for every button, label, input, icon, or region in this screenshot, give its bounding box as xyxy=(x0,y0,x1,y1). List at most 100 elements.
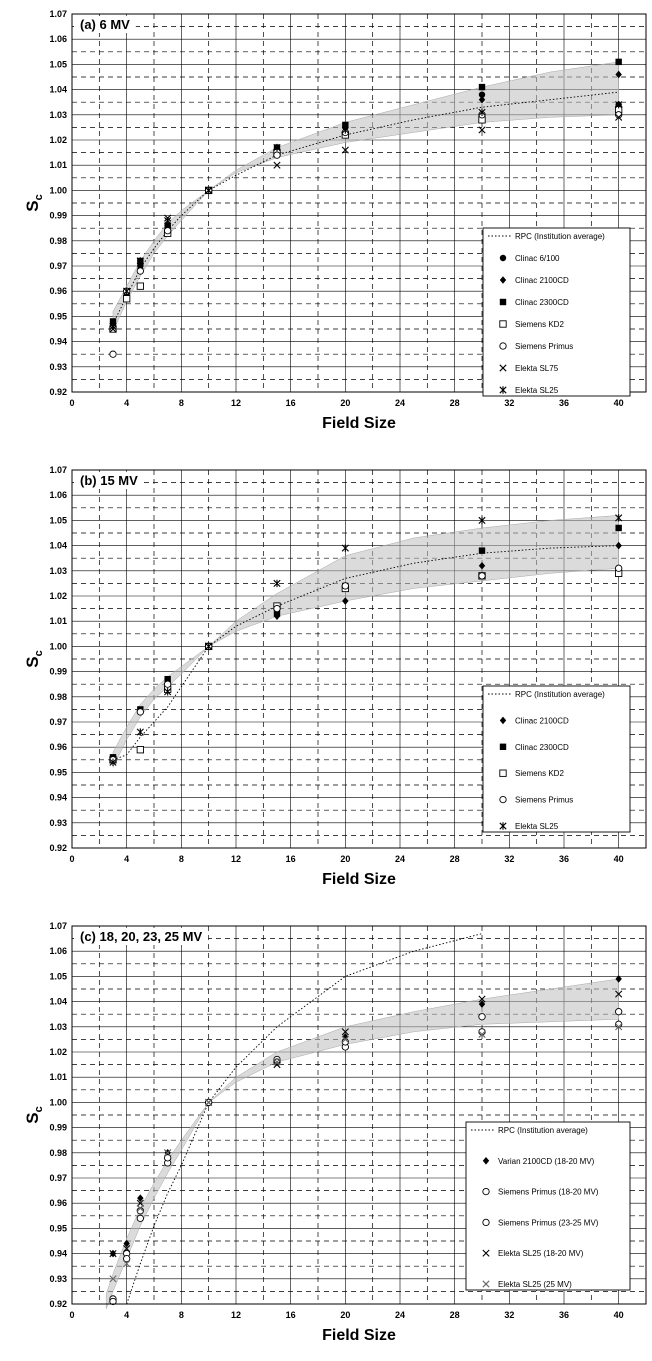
y-tick-label: 1.03 xyxy=(49,110,67,120)
legend-label: Varian 2100CD (18-20 MV) xyxy=(498,1157,595,1166)
y-tick-label: 1.03 xyxy=(49,1022,67,1032)
legend-swatch xyxy=(482,1157,490,1165)
y-tick-label: 0.93 xyxy=(49,1274,67,1284)
series-6 xyxy=(109,514,623,767)
x-tick-label: 24 xyxy=(395,854,405,864)
y-tick-label: 1.00 xyxy=(49,1097,67,1107)
x-tick-label: 40 xyxy=(614,1310,624,1320)
legend-swatch xyxy=(482,1280,490,1288)
data-point xyxy=(341,126,349,134)
title-background xyxy=(74,928,209,945)
x-tick-label: 12 xyxy=(231,854,241,864)
legend-swatch xyxy=(499,386,507,394)
x-tick-label: 24 xyxy=(395,1310,405,1320)
y-tick-label: 0.92 xyxy=(49,843,67,853)
y-tick-label: 0.97 xyxy=(49,261,67,271)
legend-label: Siemens Primus (18-20 MV) xyxy=(498,1188,599,1197)
y-tick-label: 0.94 xyxy=(49,793,67,803)
data-point xyxy=(136,267,144,275)
data-point xyxy=(273,579,281,588)
legend-swatch xyxy=(482,1218,490,1227)
data-point xyxy=(478,95,486,104)
legend-label: RPC (Institution average) xyxy=(498,1126,588,1135)
y-tick-label: 1.02 xyxy=(49,135,67,145)
x-tick-label: 40 xyxy=(614,398,624,408)
data-point xyxy=(123,295,131,303)
chart-title: (b) 15 MV xyxy=(80,473,138,488)
x-tick-label: 28 xyxy=(450,1310,460,1320)
x-tick-label: 0 xyxy=(69,854,74,864)
y-tick-label: 1.01 xyxy=(49,616,67,626)
x-tick-label: 8 xyxy=(179,398,184,408)
legend-box xyxy=(465,1121,631,1291)
plot-frame xyxy=(71,925,647,1305)
y-tick-label: 1.05 xyxy=(49,515,67,525)
data-point xyxy=(205,1098,213,1106)
y-tick-label: 1.04 xyxy=(49,997,67,1007)
y-tick-label: 0.92 xyxy=(49,1299,67,1309)
data-point xyxy=(615,1023,623,1031)
x-tick-label: 16 xyxy=(286,398,296,408)
data-point xyxy=(109,1250,117,1258)
x-tick-label: 8 xyxy=(179,854,184,864)
legend-swatch xyxy=(499,276,507,284)
x-tick-label: 28 xyxy=(450,854,460,864)
series-8 xyxy=(109,101,623,331)
y-tick-label: 0.98 xyxy=(49,1148,67,1158)
legend-label: Clinac 2100CD xyxy=(515,276,569,285)
data-point xyxy=(342,121,349,129)
data-point xyxy=(164,688,172,696)
y-tick-label: 0.99 xyxy=(49,211,67,221)
x-tick-label: 36 xyxy=(559,398,569,408)
legend-swatch xyxy=(499,743,507,750)
y-tick-label: 1.05 xyxy=(49,971,67,981)
data-point xyxy=(341,1028,349,1036)
data-point xyxy=(478,126,486,134)
legend-box xyxy=(482,685,631,833)
data-point xyxy=(615,113,623,121)
legend-swatch xyxy=(499,342,507,350)
y-tick-label: 1.00 xyxy=(49,641,67,651)
data-point xyxy=(341,544,349,552)
data-point xyxy=(615,975,622,983)
chart-panel-2: 0.92 0.93 0.94 0.95 0.96 0.97 0.98 0.99 1.00 1.01… xyxy=(23,465,647,888)
data-point xyxy=(273,1061,281,1069)
data-point xyxy=(205,186,213,195)
data-point xyxy=(478,561,486,570)
data-point xyxy=(109,350,117,358)
data-point xyxy=(478,91,486,98)
y-tick-label: 0.96 xyxy=(49,286,67,296)
series-6 xyxy=(109,1023,623,1283)
x-tick-label: 16 xyxy=(286,1310,296,1320)
data-point xyxy=(136,282,144,290)
y-tick-label: 0.93 xyxy=(49,818,67,828)
data-point xyxy=(478,572,486,580)
data-point xyxy=(136,1214,144,1222)
title-background xyxy=(74,472,144,489)
legend-label: Siemens KD2 xyxy=(515,320,564,329)
y-tick-label: 0.95 xyxy=(49,1223,67,1233)
y-axis-label: Sc xyxy=(23,650,45,667)
y-tick-label: 1.02 xyxy=(49,591,67,601)
y-tick-label: 0.97 xyxy=(49,717,67,727)
data-point xyxy=(109,1275,117,1283)
data-point xyxy=(273,610,281,617)
x-tick-label: 32 xyxy=(504,398,514,408)
x-tick-label: 36 xyxy=(559,854,569,864)
legend: RPC (Institution average) Varian 2100CD (… xyxy=(465,1121,631,1291)
data-point xyxy=(478,547,486,554)
data-point xyxy=(478,1013,486,1021)
legend-label: Clinac 2100CD xyxy=(515,716,569,725)
data-point xyxy=(615,70,622,79)
legend-label: Clinac 6/100 xyxy=(515,254,560,263)
x-tick-label: 28 xyxy=(450,398,460,408)
legend-label: Elekta SL25 (18-20 MV) xyxy=(498,1249,584,1258)
series-line xyxy=(112,545,619,761)
data-point xyxy=(615,514,623,522)
legend-label: RPC (Institution average) xyxy=(515,690,605,699)
data-point xyxy=(123,1260,131,1268)
legend-label: Siemens Primus xyxy=(515,796,573,805)
data-point xyxy=(615,524,622,532)
x-tick-label: 36 xyxy=(559,1310,569,1320)
